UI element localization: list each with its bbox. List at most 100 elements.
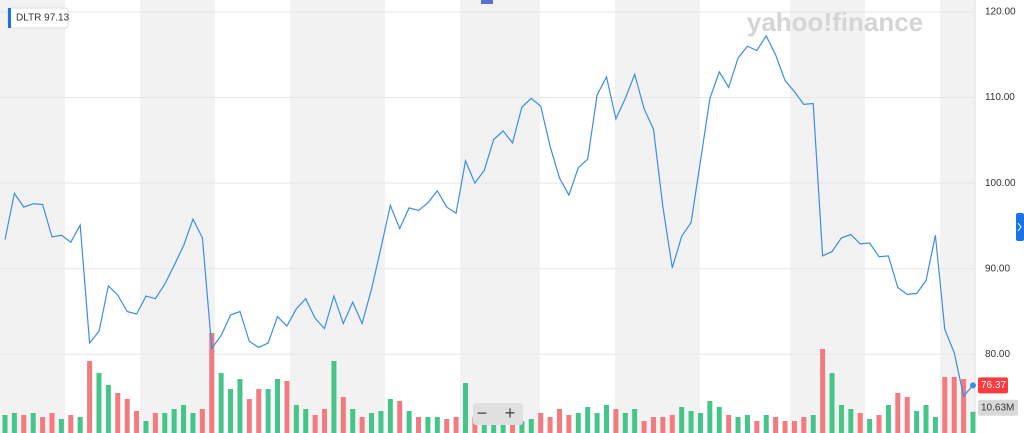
volume-bar [58, 419, 64, 433]
volume-bar [190, 413, 196, 433]
volume-bar [265, 389, 271, 433]
volume-bar [134, 411, 140, 433]
volume-bar [707, 401, 713, 433]
volume-bar [143, 421, 149, 433]
range-handle[interactable] [481, 0, 493, 4]
volume-bar [547, 417, 553, 433]
volume-bar [11, 413, 17, 433]
volume-bar [406, 411, 412, 433]
volume-bar [697, 413, 703, 433]
volume-bar [632, 409, 638, 433]
volume-bar [669, 415, 675, 433]
volume-bar [519, 421, 525, 433]
volume-tag [978, 399, 1018, 416]
volume-bar [923, 405, 929, 433]
volume-bar [425, 417, 431, 433]
volume-bar [181, 405, 187, 433]
volume-bar [782, 421, 788, 433]
price-line [4, 34, 974, 398]
volume-bar [416, 417, 422, 433]
volume-bar [538, 413, 544, 433]
volume-bar [312, 415, 318, 433]
volume-bar [585, 407, 591, 433]
volume-bar [500, 421, 506, 433]
volume-bar [472, 417, 478, 433]
volume-bar [885, 405, 891, 433]
volume-bar [914, 411, 920, 433]
zoom-out[interactable]: − [477, 403, 488, 423]
volume-bar [209, 333, 215, 433]
volume-bar [744, 415, 750, 433]
volume-bar [735, 417, 741, 433]
volume-bar [961, 379, 967, 433]
zoom-in[interactable]: + [505, 403, 516, 423]
y-tick-label: 110.00 [985, 92, 1015, 103]
volume-bar [838, 405, 844, 433]
y-tick-label: 120.00 [985, 7, 1016, 18]
volume-bar [848, 409, 854, 433]
volume-bar [228, 389, 234, 433]
volume-bar [124, 399, 130, 433]
volume-bar [951, 377, 957, 433]
volume-bar [444, 419, 450, 433]
volume-bar [603, 405, 609, 433]
volume-bar [331, 361, 337, 433]
volume-bar [876, 415, 882, 433]
side-panel-toggle[interactable] [1016, 213, 1024, 241]
volume-bar [434, 417, 440, 433]
volume-bar [970, 411, 976, 433]
volume-bar [857, 413, 863, 433]
volume-bar [641, 421, 647, 433]
volume-bar [49, 413, 55, 433]
volume-bar [650, 417, 656, 433]
period-bands [0, 0, 975, 433]
volume-bar [810, 415, 816, 433]
volume-bar [340, 397, 346, 433]
volume-bar [791, 421, 797, 433]
volume-bar [359, 417, 365, 433]
volume-bar [284, 381, 290, 433]
zoom-controls [473, 403, 523, 425]
chevron-icon [1017, 222, 1022, 232]
volume-bar [453, 417, 459, 433]
price-tag [978, 377, 1008, 394]
symbol-label: DLTR 97.13 [16, 13, 70, 24]
volume-bar [932, 417, 938, 433]
volume-bar [801, 417, 807, 433]
price-tag-label: 76.37 [981, 380, 1006, 391]
y-tick-label: 100.00 [985, 178, 1016, 189]
volume-bar [293, 405, 299, 433]
volume-bar [303, 409, 309, 433]
volume-bar [87, 361, 93, 433]
volume-bar [716, 407, 722, 433]
logo: yahoo!finance [747, 7, 923, 37]
volume-bar [152, 413, 158, 433]
volume-bar [463, 383, 469, 433]
volume-bar [275, 379, 281, 433]
volume-bar [387, 399, 393, 433]
volume-bar [566, 415, 572, 433]
volume-bar [679, 407, 685, 433]
volume-bar [556, 409, 562, 433]
volume-bar [829, 373, 835, 433]
volume-bar [378, 411, 384, 433]
volume-bar [509, 421, 515, 433]
volume-bar [820, 349, 826, 433]
volume-bar [481, 421, 487, 433]
volume-bar [68, 415, 74, 433]
volume-bar [622, 413, 628, 433]
volume-bar [369, 413, 375, 433]
volume-bar [30, 413, 36, 433]
volume-bar [613, 409, 619, 433]
volume-bar [528, 419, 534, 433]
volume-bar [171, 409, 177, 433]
volume-bar [763, 415, 769, 433]
volume-bar [237, 379, 243, 433]
volume-bar [688, 411, 694, 433]
volume-bar [246, 399, 252, 433]
y-tick-label: 80.00 [985, 349, 1010, 360]
volume-bar [199, 409, 205, 433]
volume-tag-label: 10.63M [981, 402, 1014, 413]
symbol-color [8, 8, 11, 28]
volume-bar [754, 421, 760, 433]
